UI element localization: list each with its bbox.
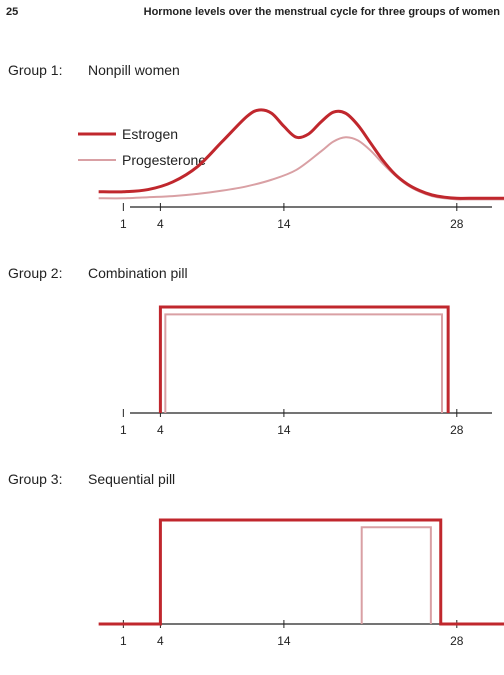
chart-group-2: 1 4 14 28 bbox=[120, 305, 492, 437]
progesterone-line-1 bbox=[98, 136, 504, 201]
x-tick-label-4: 4 bbox=[157, 634, 164, 648]
group-2-label: Group 2: bbox=[8, 265, 63, 281]
x-tick-label-1: 1 bbox=[120, 423, 127, 437]
estrogen-line-2 bbox=[158, 305, 450, 413]
group-3-title: Group 3: Sequential pill bbox=[8, 471, 175, 487]
x-tick-label-14: 14 bbox=[277, 423, 291, 437]
group-3-label: Group 3: bbox=[8, 471, 63, 487]
x-tick-label-1: 1 bbox=[120, 217, 127, 231]
x-tick-label-14: 14 bbox=[277, 217, 291, 231]
x-tick-label-14: 14 bbox=[277, 634, 291, 648]
page-number: 25 bbox=[6, 6, 19, 18]
legend: Estrogen Progesterone bbox=[78, 126, 206, 168]
x-tick-label-4: 4 bbox=[157, 217, 164, 231]
group-1-label: Group 1: bbox=[8, 62, 63, 78]
x-tick-label-28: 28 bbox=[450, 634, 464, 648]
progesterone-line-2 bbox=[164, 313, 443, 413]
chart-group-3: 1 4 14 28 bbox=[98, 518, 504, 648]
progesterone-line-3 bbox=[360, 526, 432, 624]
chart-group-1: 1 4 14 28 bbox=[98, 108, 504, 231]
group-2-name: Combination pill bbox=[88, 265, 188, 281]
estrogen-line-3 bbox=[98, 518, 504, 626]
group-1-title: Group 1: Nonpill women bbox=[8, 62, 180, 78]
legend-estrogen-label: Estrogen bbox=[122, 126, 178, 142]
page-title: Hormone levels over the menstrual cycle … bbox=[143, 6, 500, 18]
group-3-name: Sequential pill bbox=[88, 471, 176, 487]
x-tick-label-28: 28 bbox=[450, 423, 464, 437]
group-1-name: Nonpill women bbox=[88, 62, 180, 78]
estrogen-line-1 bbox=[98, 108, 504, 200]
x-tick-label-1: 1 bbox=[120, 634, 127, 648]
x-tick-label-28: 28 bbox=[450, 217, 464, 231]
x-tick-label-4: 4 bbox=[157, 423, 164, 437]
group-2-title: Group 2: Combination pill bbox=[8, 265, 188, 281]
legend-progesterone-label: Progesterone bbox=[122, 152, 206, 168]
